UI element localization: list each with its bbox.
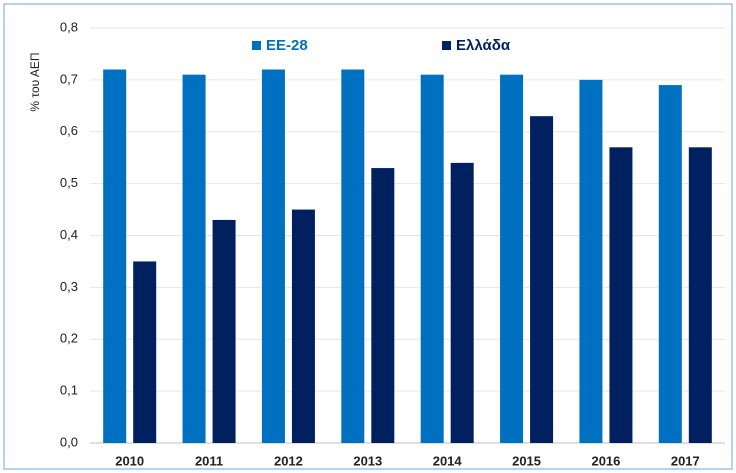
- bar: [371, 168, 395, 443]
- bar: [212, 219, 236, 443]
- y-tick-label: 0,3: [60, 279, 78, 294]
- x-tick-label: 2013: [353, 453, 382, 468]
- bar: [500, 74, 524, 443]
- bar: [609, 147, 633, 443]
- x-tick-label: 2011: [195, 453, 223, 468]
- bar: [450, 162, 474, 443]
- bar: [530, 116, 554, 443]
- bar: [658, 85, 682, 443]
- legend-label: Ελλάδα: [456, 37, 511, 54]
- x-tick-label: 2015: [512, 453, 541, 468]
- y-tick-label: 0,7: [60, 71, 78, 86]
- bar: [182, 74, 206, 443]
- y-tick-label: 0,2: [60, 331, 78, 346]
- legend-label: ΕΕ-28: [266, 37, 308, 54]
- y-tick-label: 0,8: [60, 19, 78, 34]
- legend-swatch: [442, 41, 451, 50]
- bar: [133, 261, 157, 443]
- bar: [688, 147, 712, 443]
- x-tick-label: 2017: [671, 453, 700, 468]
- y-tick-label: 0,6: [60, 123, 78, 138]
- y-axis-label: % του ΑΕΠ: [28, 52, 42, 111]
- bar: [420, 74, 444, 443]
- x-tick-label: 2012: [274, 453, 303, 468]
- bar: [291, 209, 315, 443]
- y-tick-label: 0,1: [60, 383, 78, 398]
- bar: [579, 79, 603, 443]
- y-tick-label: 0,0: [60, 434, 78, 449]
- legend-swatch: [252, 41, 261, 50]
- x-tick-label: 2010: [115, 453, 144, 468]
- x-tick-label: 2014: [433, 453, 463, 468]
- bar: [103, 69, 127, 443]
- y-tick-label: 0,4: [60, 227, 78, 242]
- bar: [341, 69, 365, 443]
- y-tick-label: 0,5: [60, 175, 78, 190]
- bar: [261, 69, 285, 443]
- x-tick-label: 2016: [591, 453, 620, 468]
